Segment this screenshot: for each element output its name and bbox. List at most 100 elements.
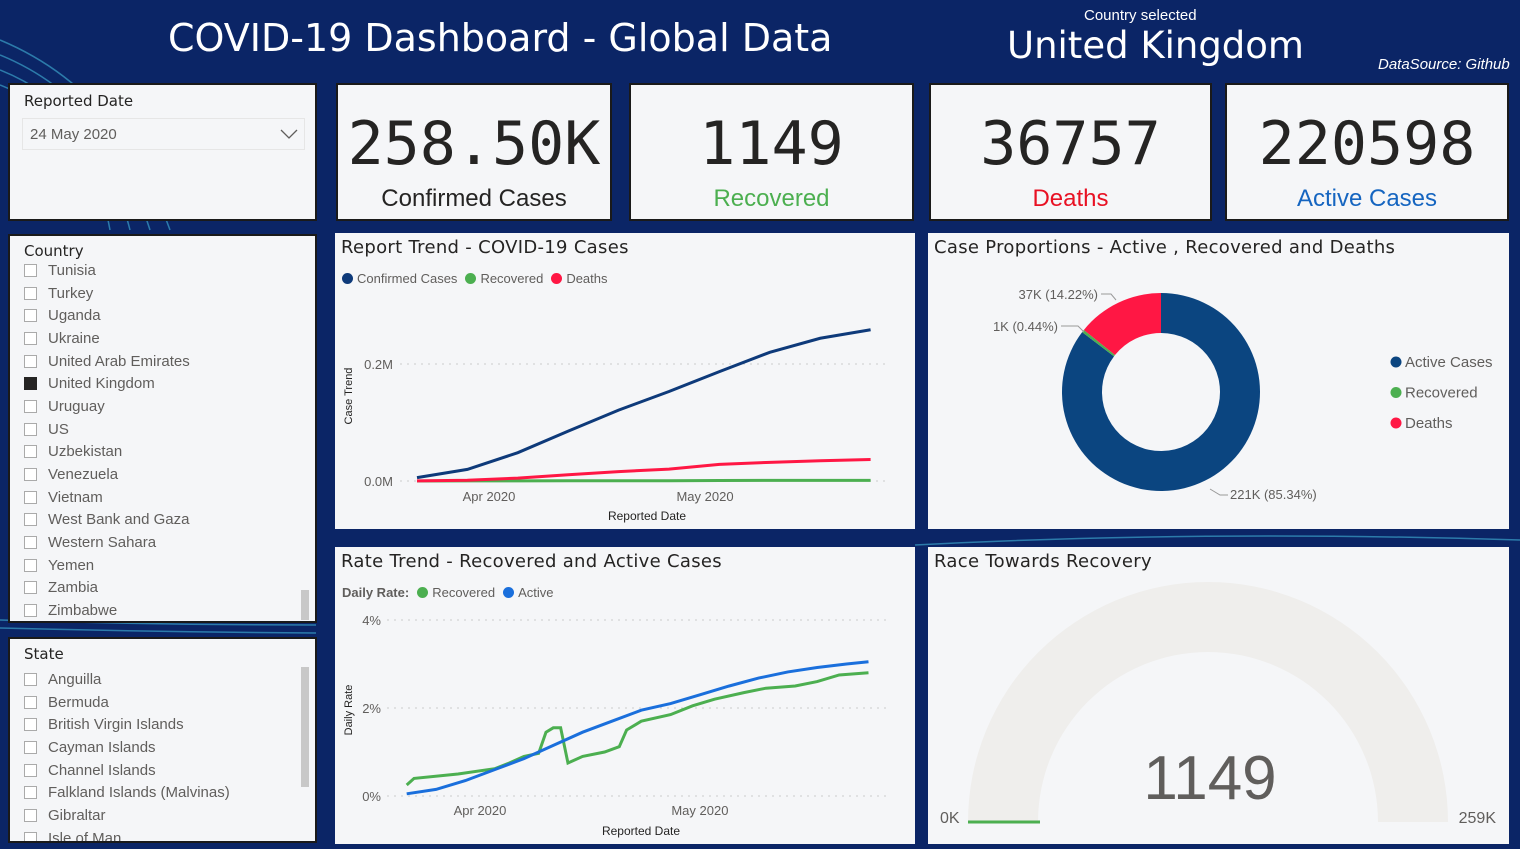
y-tick-label: 0% bbox=[362, 789, 381, 804]
race-towards-recovery-panel: Race Towards Recovery 1149 0K 259K bbox=[928, 547, 1509, 844]
list-item[interactable]: Western Sahara bbox=[24, 531, 190, 554]
gauge-track bbox=[968, 582, 1448, 822]
kpi-card-active-cases: 220598 Active Cases bbox=[1225, 83, 1509, 221]
checkbox[interactable] bbox=[24, 445, 37, 459]
country-slicer-title: Country bbox=[24, 242, 84, 260]
list-item[interactable]: United Arab Emirates bbox=[24, 350, 190, 373]
list-item[interactable]: Venezuela bbox=[24, 463, 190, 486]
report-trend-panel: Report Trend - COVID-19 Cases Confirmed … bbox=[335, 233, 915, 529]
list-item[interactable]: Zambia bbox=[24, 577, 190, 600]
checkbox[interactable] bbox=[24, 558, 37, 572]
item-label: Channel Islands bbox=[48, 761, 156, 779]
country-scrollbar[interactable] bbox=[301, 590, 309, 620]
checkbox[interactable] bbox=[24, 718, 37, 732]
item-label: Tunisia bbox=[48, 261, 96, 279]
list-item[interactable]: US bbox=[24, 418, 190, 441]
selected-country: United Kingdom bbox=[1007, 24, 1304, 67]
date-slicer-title: Reported Date bbox=[24, 92, 134, 110]
recovery-gauge: 1149 0K 259K bbox=[940, 582, 1496, 827]
checkbox[interactable] bbox=[24, 513, 37, 527]
item-label: Zimbabwe bbox=[48, 602, 118, 620]
item-label: Isle of Man bbox=[48, 829, 122, 843]
state-slicer-title: State bbox=[24, 645, 64, 663]
checkbox[interactable] bbox=[24, 763, 37, 777]
list-item[interactable]: Turkey bbox=[24, 282, 190, 305]
checkbox[interactable] bbox=[24, 808, 37, 822]
list-item[interactable]: United Kingdom bbox=[24, 372, 190, 395]
list-item[interactable]: Channel Islands bbox=[24, 759, 230, 782]
donut-slice-deaths bbox=[1083, 293, 1161, 356]
list-item[interactable]: Uganda bbox=[24, 304, 190, 327]
list-item[interactable]: Uruguay bbox=[24, 395, 190, 418]
list-item[interactable]: Gibraltar bbox=[24, 804, 230, 827]
y-axis-title: Daily Rate bbox=[343, 685, 355, 736]
checkbox[interactable] bbox=[24, 263, 37, 277]
x-axis-title: Reported Date bbox=[602, 824, 680, 838]
checkbox[interactable] bbox=[24, 786, 37, 800]
date-dropdown[interactable]: 24 May 2020 bbox=[22, 118, 305, 150]
kpi-value: 258.50K bbox=[347, 109, 601, 179]
legend-recovered: Recovered bbox=[480, 271, 544, 286]
case-proportions-title: Case Proportions - Active , Recovered an… bbox=[934, 237, 1396, 258]
state-scrollbar[interactable] bbox=[301, 667, 309, 787]
list-item[interactable]: Yemen bbox=[24, 554, 190, 577]
checkbox[interactable] bbox=[24, 286, 37, 300]
checkbox[interactable] bbox=[24, 468, 37, 482]
list-item[interactable]: West Bank and Gaza bbox=[24, 509, 190, 532]
checkbox[interactable] bbox=[24, 422, 37, 436]
x-axis-title: Reported Date bbox=[608, 509, 686, 523]
gauge-value: 1149 bbox=[1143, 744, 1276, 813]
list-item[interactable]: Zimbabwe bbox=[24, 599, 190, 621]
checkbox[interactable] bbox=[24, 399, 37, 413]
item-label: Vietnam bbox=[48, 488, 103, 506]
checkbox[interactable] bbox=[24, 354, 37, 368]
checkbox[interactable] bbox=[24, 309, 37, 323]
y-axis-title: Case Trend bbox=[343, 368, 355, 425]
checkbox[interactable] bbox=[24, 831, 37, 841]
checkbox[interactable] bbox=[24, 740, 37, 754]
list-item[interactable]: Vietnam bbox=[24, 486, 190, 509]
legend-dot bbox=[1390, 356, 1402, 368]
x-tick-label: May 2020 bbox=[671, 803, 728, 818]
list-item[interactable]: Isle of Man bbox=[24, 827, 230, 843]
kpi-card-confirmed-cases: 258.50K Confirmed Cases bbox=[336, 83, 612, 221]
kpi-value: 220598 bbox=[1258, 109, 1476, 179]
checkbox[interactable] bbox=[24, 672, 37, 686]
list-item[interactable]: Anguilla bbox=[24, 668, 230, 691]
kpi-label: Confirmed Cases bbox=[381, 185, 567, 212]
list-item[interactable]: Cayman Islands bbox=[24, 736, 230, 759]
item-label: Venezuela bbox=[48, 466, 119, 484]
checkbox[interactable] bbox=[24, 536, 37, 550]
item-label: Uganda bbox=[48, 307, 101, 325]
list-item[interactable]: Bermuda bbox=[24, 691, 230, 714]
checkbox[interactable] bbox=[24, 331, 37, 345]
leader-line bbox=[1209, 488, 1228, 496]
checkbox[interactable] bbox=[24, 581, 37, 595]
item-label: Uzbekistan bbox=[48, 443, 123, 461]
legend-recovered: Recovered bbox=[432, 585, 496, 600]
y-tick-label: 2% bbox=[362, 701, 381, 716]
checkbox[interactable] bbox=[24, 377, 37, 391]
list-item[interactable]: British Virgin Islands bbox=[24, 713, 230, 736]
checkbox[interactable] bbox=[24, 604, 37, 618]
case-proportions-donut: 221K (85.34%) Active Cases 1K (0.44%) Recov… bbox=[993, 287, 1493, 502]
checkbox[interactable] bbox=[24, 695, 37, 709]
data-source: DataSource: Github bbox=[1378, 56, 1510, 73]
series-line-recovered bbox=[416, 478, 871, 483]
kpi-value: 1149 bbox=[699, 109, 844, 179]
rate-trend-title: Rate Trend - Recovered and Active Cases bbox=[341, 551, 722, 572]
legend-active: Active bbox=[518, 585, 554, 600]
list-item[interactable]: Uzbekistan bbox=[24, 441, 190, 464]
gauge-title: Race Towards Recovery bbox=[934, 551, 1152, 572]
checkbox[interactable] bbox=[24, 490, 37, 504]
list-item[interactable]: Falkland Islands (Malvinas) bbox=[24, 781, 230, 804]
list-item[interactable]: Tunisia bbox=[24, 259, 190, 282]
item-label: Western Sahara bbox=[48, 534, 157, 552]
state-list: Anguilla Bermuda British Virgin Islands Cay… bbox=[24, 668, 230, 843]
list-item[interactable]: Ukraine bbox=[24, 327, 190, 350]
rate-trend-panel: Rate Trend - Recovered and Active Cases … bbox=[335, 547, 915, 844]
date-value: 24 May 2020 bbox=[30, 125, 117, 143]
item-label: Gibraltar bbox=[48, 806, 106, 824]
donut-slice-active-cases bbox=[1062, 293, 1260, 492]
country-list: Tunisia Turkey Uganda Ukraine United Arab Em… bbox=[24, 259, 190, 621]
